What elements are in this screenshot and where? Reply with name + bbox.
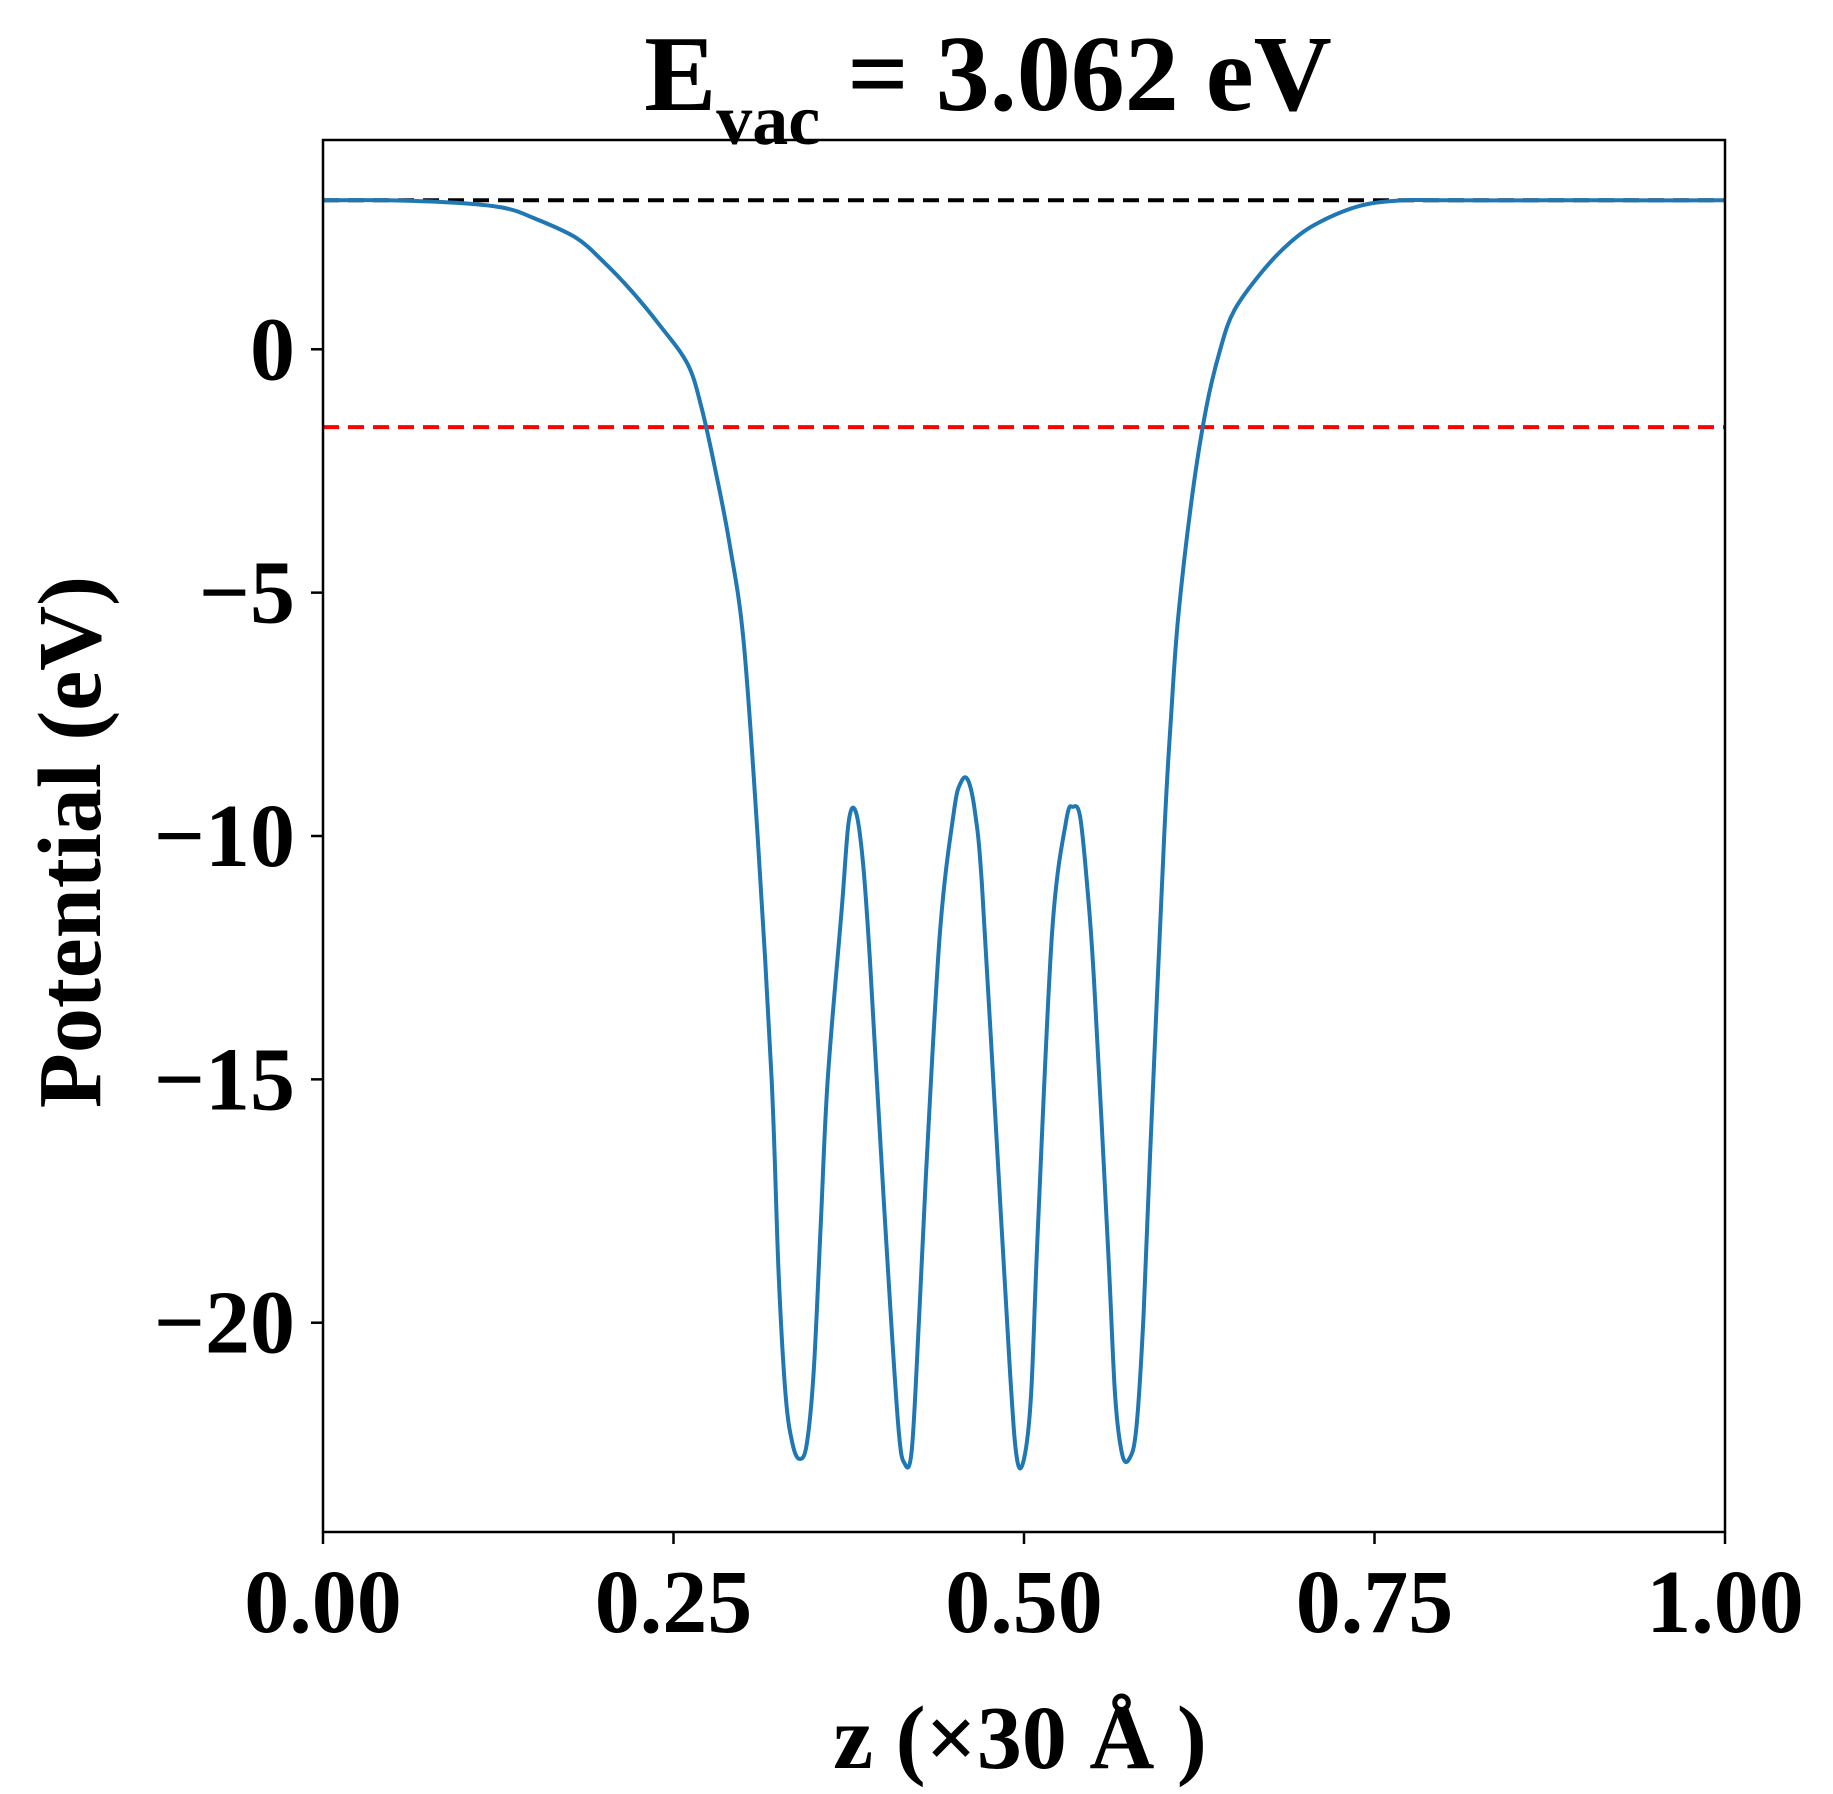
plot-area: 0.00 0.25 0.50 0.75 1.00 0 −5 −10 −15 −20 — [154, 138, 1804, 1652]
x-tick-label: 0.75 — [1296, 1553, 1454, 1652]
potential-series-line — [323, 197, 1725, 1471]
y-tick-label: −15 — [154, 1030, 295, 1129]
y-tick-label: −5 — [199, 544, 295, 643]
title-subscript: vac — [716, 80, 820, 160]
title-main: E — [644, 15, 716, 134]
x-tick-label: 0.50 — [945, 1553, 1103, 1652]
x-axis-label: z (×30 Å ) — [833, 1689, 1207, 1788]
y-axis-label: Potential (eV) — [21, 576, 120, 1108]
x-tick-label: 0.25 — [595, 1553, 753, 1652]
title-rest: = 3.062 eV — [820, 15, 1331, 134]
x-tick-label: 0.00 — [244, 1553, 402, 1652]
chart-title: Evac = 3.062 eV — [644, 15, 1332, 160]
y-tick-label: −10 — [154, 787, 295, 886]
axes-frame — [321, 138, 1727, 1534]
x-tick-label: 1.00 — [1646, 1553, 1804, 1652]
y-tick-label: −20 — [154, 1274, 295, 1373]
y-tick-label: 0 — [250, 300, 295, 399]
